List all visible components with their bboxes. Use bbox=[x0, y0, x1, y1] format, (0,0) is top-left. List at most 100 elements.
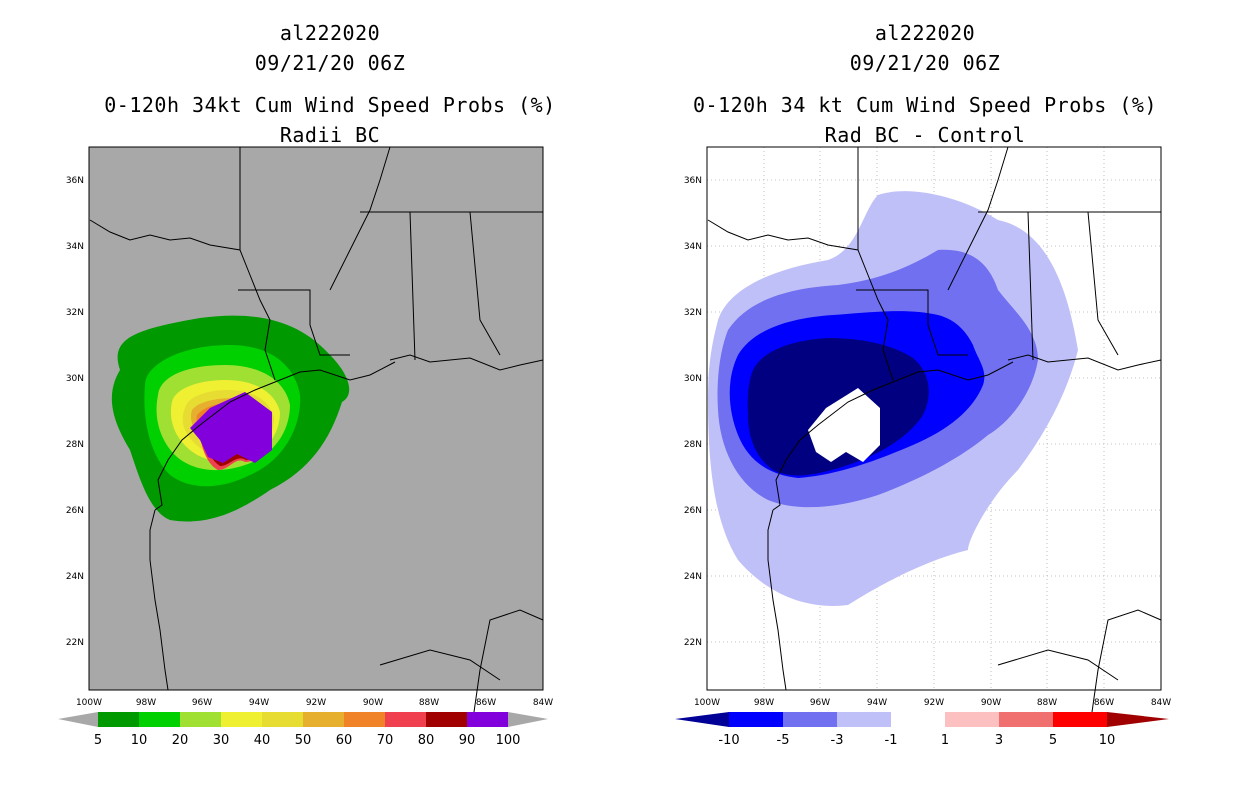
right-map-svg: 36N 34N 32N 30N 28N 26N 24N 22N 100W 98W… bbox=[684, 146, 1171, 720]
left-colorbar-high-arrow bbox=[508, 712, 548, 727]
left-lat-label-36: 36N bbox=[66, 176, 84, 186]
left-lat-label-28: 28N bbox=[66, 440, 84, 450]
right-colorbar-label-m5: -5 bbox=[777, 733, 790, 748]
left-lat-label-22: 22N bbox=[66, 638, 84, 648]
right-lat-label-32: 32N bbox=[684, 308, 702, 318]
left-lat-axis: 36N 34N 32N 30N 28N 26N 24N 22N bbox=[66, 176, 84, 648]
right-lat-label-22: 22N bbox=[684, 638, 702, 648]
left-colorbar-label-30: 30 bbox=[213, 733, 230, 748]
left-lon-axis: 100W 98W 96W 94W 92W 90W 88W 86W 84W bbox=[76, 698, 553, 708]
left-lon-label-84: 84W bbox=[533, 698, 553, 708]
left-colorbar-low-arrow bbox=[58, 712, 98, 727]
right-colorbar-label-m10: -10 bbox=[718, 733, 739, 748]
left-lat-label-24: 24N bbox=[66, 572, 84, 582]
left-coastlines bbox=[89, 146, 544, 720]
left-colorbar-bin-2 bbox=[180, 712, 221, 727]
right-lat-label-34: 34N bbox=[684, 242, 702, 252]
right-title-block: al222020 09/21/20 06Z 0-120h 34 kt Cum W… bbox=[655, 18, 1195, 150]
right-subtitle: Rad BC - Control bbox=[824, 123, 1026, 147]
right-lon-label-90: 90W bbox=[981, 698, 1001, 708]
left-colorbar-label-50: 50 bbox=[295, 733, 312, 748]
right-colorbar-label-3: 3 bbox=[995, 733, 1003, 748]
left-colorbar-label-80: 80 bbox=[418, 733, 435, 748]
right-lon-label-96: 96W bbox=[810, 698, 830, 708]
left-colorbar-bin-5 bbox=[303, 712, 344, 727]
right-coastlines bbox=[707, 146, 1162, 720]
right-lat-label-26: 26N bbox=[684, 506, 702, 516]
right-colorbar-label-m1: -1 bbox=[885, 733, 898, 748]
right-lat-label-36: 36N bbox=[684, 176, 702, 186]
right-colorbar-bin-4 bbox=[945, 712, 999, 727]
left-colorbar: 5 10 20 30 40 50 60 70 80 90 100 bbox=[55, 712, 555, 762]
left-lat-label-26: 26N bbox=[66, 506, 84, 516]
right-product-title: 0-120h 34 kt Cum Wind Speed Probs (%) bbox=[692, 93, 1158, 117]
left-lon-label-92: 92W bbox=[306, 698, 326, 708]
right-lon-axis: 100W 98W 96W 94W 92W 90W 88W 86W 84W bbox=[694, 698, 1171, 708]
left-lon-label-88: 88W bbox=[419, 698, 439, 708]
left-map-panel: 36N 34N 32N 30N 28N 26N 24N 22N 100W 98W… bbox=[50, 140, 570, 720]
left-lon-label-100: 100W bbox=[76, 698, 102, 708]
right-colorbar-bin-2 bbox=[837, 712, 891, 727]
left-colorbar-bin-8 bbox=[426, 712, 467, 727]
right-lat-label-24: 24N bbox=[684, 572, 702, 582]
left-product-title: 0-120h 34kt Cum Wind Speed Probs (%) bbox=[104, 93, 556, 117]
right-colorbar-bin-1 bbox=[783, 712, 837, 727]
left-date: 09/21/20 06Z bbox=[254, 51, 406, 75]
left-colorbar-label-70: 70 bbox=[377, 733, 394, 748]
right-diff-contours bbox=[708, 191, 1078, 606]
left-colorbar-bin-9 bbox=[467, 712, 508, 727]
right-lon-label-100: 100W bbox=[694, 698, 720, 708]
right-map-frame bbox=[706, 146, 1162, 691]
left-map-frame bbox=[88, 146, 544, 691]
left-colorbar-label-20: 20 bbox=[172, 733, 189, 748]
left-colorbar-bin-0 bbox=[98, 712, 139, 727]
left-colorbar-bin-1 bbox=[139, 712, 180, 727]
right-lat-axis: 36N 34N 32N 30N 28N 26N 24N 22N bbox=[684, 176, 702, 648]
right-storm-id: al222020 bbox=[874, 21, 976, 45]
left-lon-label-94: 94W bbox=[249, 698, 269, 708]
left-colorbar-label-10: 10 bbox=[131, 733, 148, 748]
right-colorbar-label-1: 1 bbox=[941, 733, 949, 748]
right-colorbar-bin-0 bbox=[729, 712, 783, 727]
right-colorbar-label-m3: -3 bbox=[831, 733, 844, 748]
left-lat-label-32: 32N bbox=[66, 308, 84, 318]
left-colorbar-bin-7 bbox=[385, 712, 426, 727]
left-lat-label-34: 34N bbox=[66, 242, 84, 252]
right-colorbar-bin-5 bbox=[999, 712, 1053, 727]
left-colorbar-bin-6 bbox=[344, 712, 385, 727]
right-lon-label-98: 98W bbox=[754, 698, 774, 708]
right-colorbar-label-5: 5 bbox=[1049, 733, 1057, 748]
left-map-svg: 36N 34N 32N 30N 28N 26N 24N 22N 100W 98W… bbox=[66, 146, 553, 720]
right-lon-label-84: 84W bbox=[1151, 698, 1171, 708]
left-lon-label-86: 86W bbox=[476, 698, 496, 708]
left-colorbar-label-60: 60 bbox=[336, 733, 353, 748]
left-title-block: al222020 09/21/20 06Z 0-120h 34kt Cum Wi… bbox=[60, 18, 600, 150]
left-lon-label-90: 90W bbox=[363, 698, 383, 708]
right-lat-label-28: 28N bbox=[684, 440, 702, 450]
right-lon-label-88: 88W bbox=[1037, 698, 1057, 708]
right-colorbar-bin-3 bbox=[891, 712, 945, 727]
right-colorbar-label-10: 10 bbox=[1099, 733, 1116, 748]
right-contour-zero bbox=[808, 388, 880, 462]
left-lon-label-96: 96W bbox=[192, 698, 212, 708]
left-storm-id: al222020 bbox=[279, 21, 381, 45]
left-prob-contours bbox=[111, 315, 350, 522]
right-colorbar-low-arrow bbox=[675, 712, 729, 727]
left-colorbar-label-5: 5 bbox=[94, 733, 102, 748]
right-colorbar: -10 -5 -3 -1 1 3 5 10 bbox=[672, 712, 1182, 762]
right-lon-label-92: 92W bbox=[924, 698, 944, 708]
left-contour-100 bbox=[190, 392, 272, 463]
right-lon-label-86: 86W bbox=[1094, 698, 1114, 708]
left-colorbar-label-90: 90 bbox=[459, 733, 476, 748]
right-lat-label-30: 30N bbox=[684, 374, 702, 384]
left-colorbar-label-100: 100 bbox=[496, 733, 521, 748]
left-colorbar-label-40: 40 bbox=[254, 733, 271, 748]
left-colorbar-bin-4 bbox=[262, 712, 303, 727]
left-lat-label-30: 30N bbox=[66, 374, 84, 384]
left-colorbar-svg: 5 10 20 30 40 50 60 70 80 90 100 bbox=[58, 712, 548, 748]
right-colorbar-bin-6 bbox=[1053, 712, 1107, 727]
left-lon-label-98: 98W bbox=[136, 698, 156, 708]
right-colorbar-svg: -10 -5 -3 -1 1 3 5 10 bbox=[675, 712, 1169, 748]
right-date: 09/21/20 06Z bbox=[849, 51, 1001, 75]
right-map-panel: 36N 34N 32N 30N 28N 26N 24N 22N 100W 98W… bbox=[668, 140, 1188, 720]
